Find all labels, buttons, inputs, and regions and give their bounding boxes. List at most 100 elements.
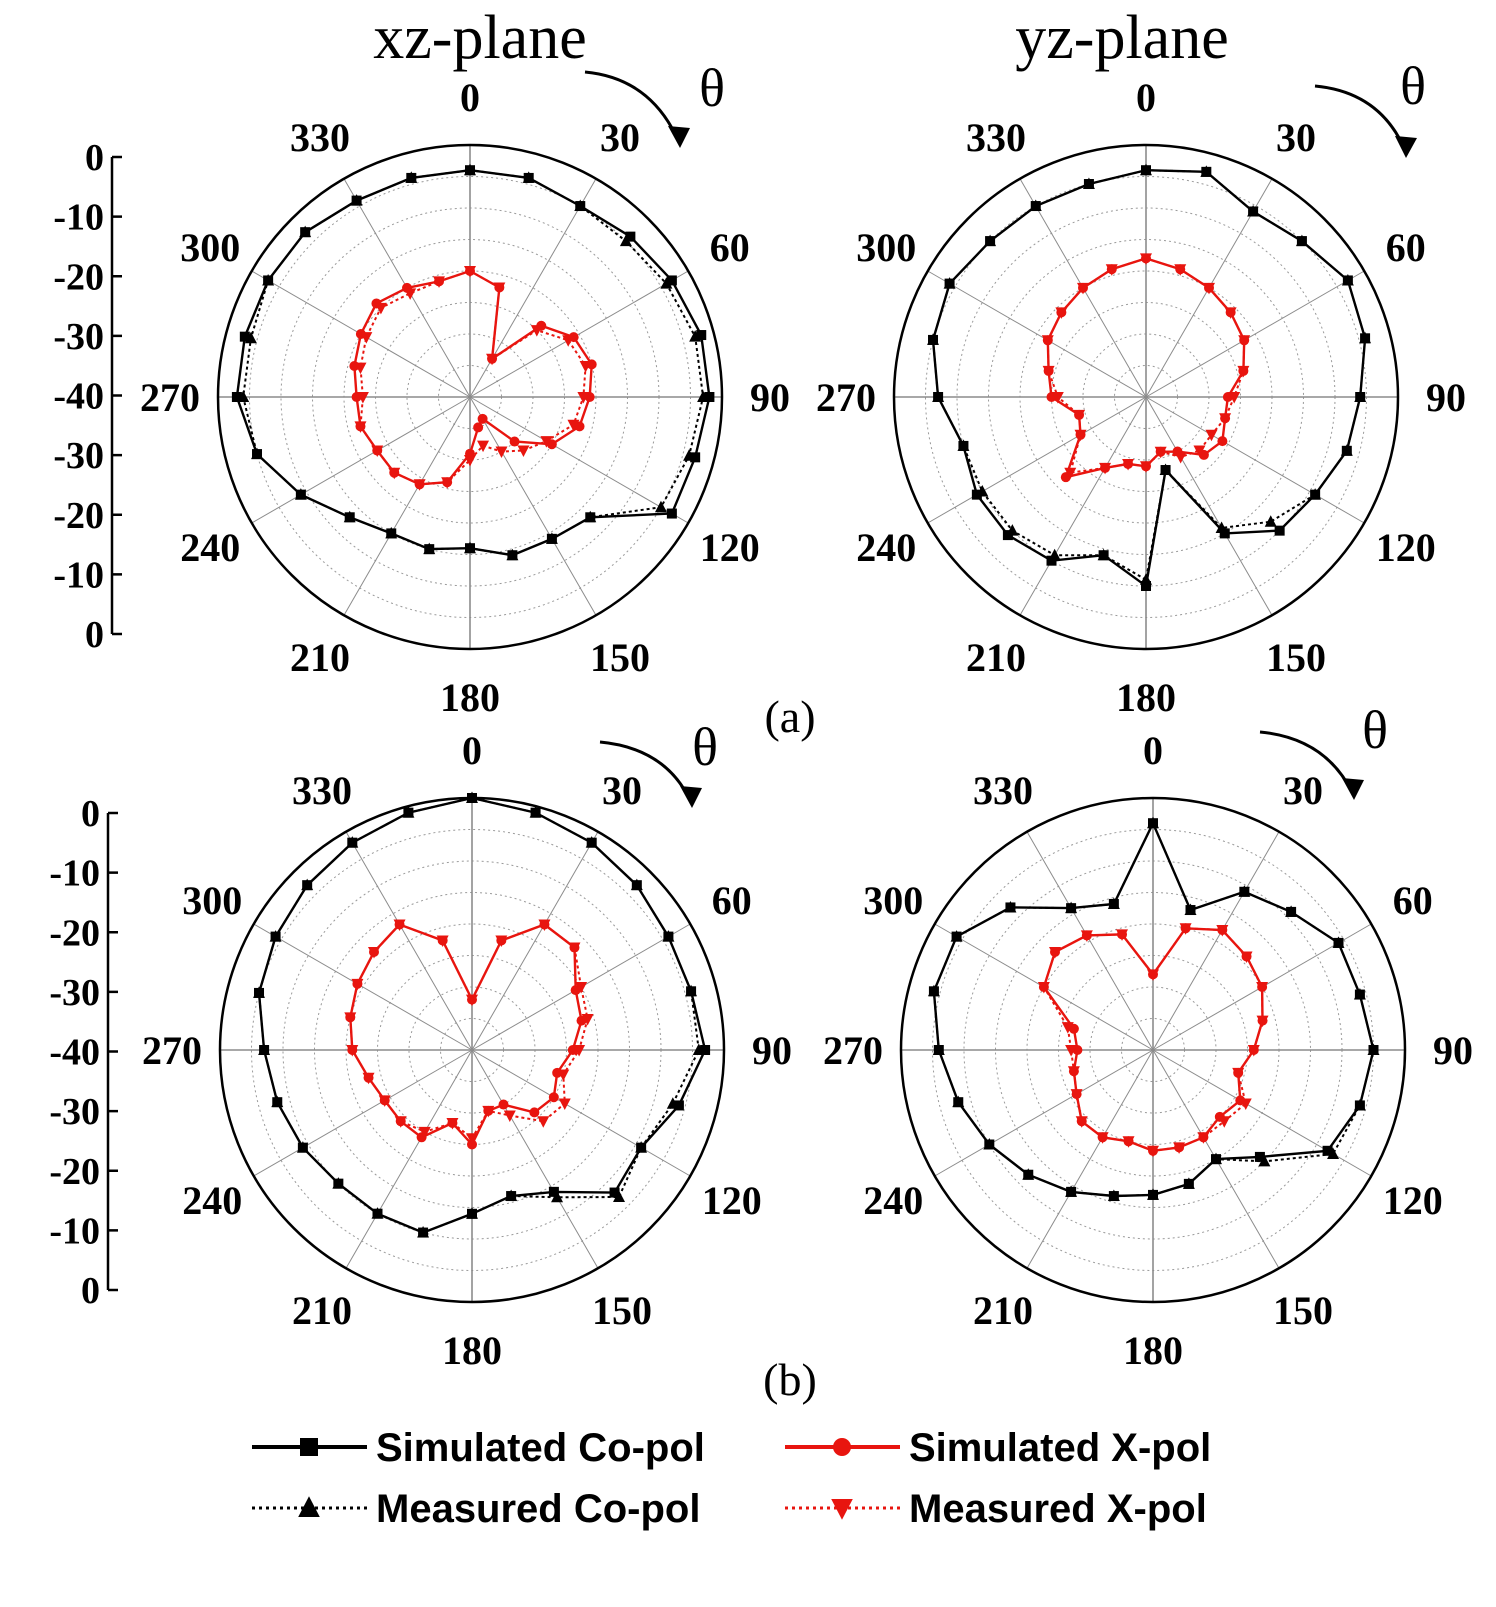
polar-outer-ring — [216, 143, 724, 651]
angle-tick-label: 270 — [140, 375, 200, 420]
radial-tick-label: 0 — [81, 1270, 100, 1312]
angle-tick-label: 90 — [1426, 375, 1466, 420]
data-point — [932, 390, 945, 402]
data-point — [1247, 1045, 1260, 1057]
data-point — [630, 878, 643, 891]
data-point — [1200, 165, 1213, 177]
data-point — [464, 266, 476, 278]
radial-tick-label: -20 — [49, 912, 100, 954]
grid-spoke — [927, 396, 1147, 524]
angle-tick-label: 120 — [1376, 525, 1436, 570]
data-point — [1077, 282, 1089, 295]
data-point — [1029, 199, 1042, 212]
data-point — [482, 1105, 495, 1118]
legend-item: Measured Co-pol — [252, 1487, 700, 1531]
angle-tick-label: 270 — [823, 1028, 883, 1073]
series-measured-x-pol — [1037, 923, 1269, 1158]
legend: Simulated Co-pol Simulated X-pol Measured … — [252, 1426, 1211, 1531]
data-point — [1140, 163, 1152, 176]
data-point — [1193, 445, 1206, 457]
grid-spoke — [345, 831, 473, 1051]
legend-label: Simulated X-pol — [909, 1426, 1211, 1470]
series-measured-x-pol — [354, 266, 592, 491]
data-point — [692, 1043, 705, 1055]
data-point — [1274, 525, 1285, 536]
data-point — [1147, 816, 1159, 829]
data-point — [1309, 488, 1322, 500]
data-point — [1147, 1145, 1159, 1158]
data-point — [1219, 528, 1230, 539]
angle-tick-label: 330 — [966, 115, 1026, 160]
data-point — [1205, 429, 1218, 442]
data-point — [557, 1069, 570, 1081]
theta-label: θ — [699, 58, 725, 118]
angle-tick-label: 60 — [1393, 878, 1433, 923]
radial-tick-label: -10 — [53, 554, 104, 596]
data-point — [404, 288, 417, 300]
data-point — [1322, 1145, 1333, 1156]
xz-plane-title: xz-plane — [373, 4, 586, 72]
data-point — [413, 479, 426, 491]
data-point — [697, 390, 710, 402]
data-point — [1173, 1142, 1186, 1154]
data-point — [1064, 467, 1077, 480]
data-point — [351, 978, 364, 991]
angle-tick-label: 0 — [1143, 728, 1163, 773]
data-point — [1107, 1189, 1120, 1202]
angle-tick-label: 30 — [1276, 115, 1316, 160]
data-point — [344, 1012, 357, 1024]
data-point — [700, 1045, 711, 1055]
data-point — [1228, 392, 1241, 404]
data-point — [1240, 951, 1253, 963]
data-point — [417, 1226, 430, 1238]
data-point — [464, 163, 476, 176]
data-point — [1174, 264, 1187, 276]
data-point — [477, 440, 490, 453]
angle-tick-label: 270 — [816, 375, 876, 420]
data-point — [567, 419, 580, 432]
polar-outer-ring — [892, 143, 1400, 651]
legend-marker-icon — [298, 1496, 320, 1517]
data-point — [971, 489, 982, 500]
radial-tick-label: 0 — [85, 614, 104, 656]
data-point — [269, 930, 282, 942]
grid-spoke — [471, 1049, 599, 1269]
data-point — [932, 1043, 945, 1055]
data-point — [1353, 988, 1366, 1000]
data-point — [466, 791, 478, 803]
angle-tick-label: 120 — [702, 1178, 762, 1223]
grid-spoke — [253, 1049, 473, 1177]
data-point — [1140, 573, 1152, 585]
theta-label: θ — [1400, 56, 1426, 116]
angle-tick-label: 330 — [290, 115, 350, 160]
panel-label-b: (b) — [763, 1354, 817, 1405]
data-point — [529, 1107, 540, 1118]
legend-marker-icon — [831, 1499, 853, 1520]
data-point — [1239, 1098, 1252, 1111]
data-point — [433, 276, 446, 288]
data-point — [660, 277, 673, 289]
radial-tick-label: -10 — [53, 197, 104, 239]
angle-tick-label: 270 — [142, 1028, 202, 1073]
data-point — [1327, 1147, 1340, 1159]
panel-label-a: (a) — [764, 691, 815, 742]
legend-item: Measured X-pol — [785, 1487, 1207, 1531]
angle-tick-label: 240 — [856, 525, 916, 570]
data-point — [696, 330, 707, 341]
data-point — [1070, 1089, 1083, 1101]
angle-tick-label: 30 — [602, 768, 642, 813]
grid-spoke — [343, 396, 471, 616]
legend-label: Simulated Co-pol — [376, 1426, 705, 1470]
angle-tick-label: 90 — [1433, 1028, 1473, 1073]
data-point — [294, 488, 307, 500]
grid-spoke — [1152, 831, 1280, 1051]
data-point — [418, 1126, 431, 1139]
data-point — [503, 1110, 516, 1122]
data-point — [1224, 307, 1237, 319]
data-point — [262, 273, 275, 286]
data-point — [683, 449, 696, 461]
data-point — [1232, 1067, 1245, 1080]
data-point — [394, 1116, 407, 1128]
series-measured-co-pol — [927, 816, 1380, 1202]
data-point — [385, 526, 398, 539]
